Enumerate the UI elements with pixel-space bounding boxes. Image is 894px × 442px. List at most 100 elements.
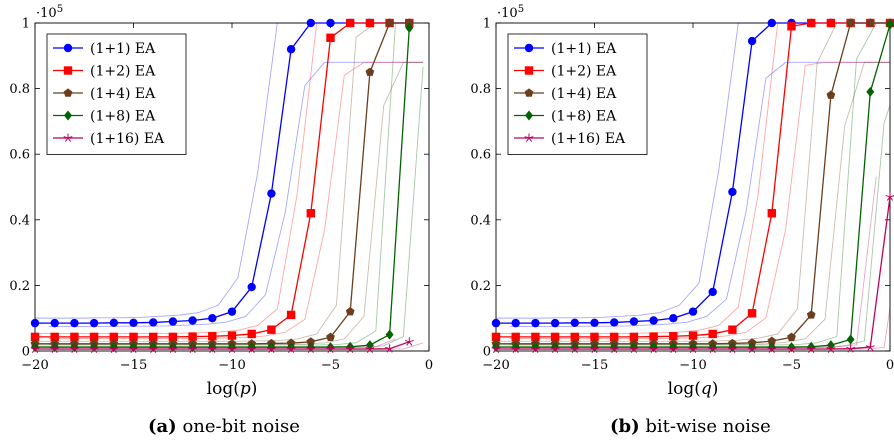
data-point-1 [227, 331, 237, 340]
y-exponent-base: ·10 [497, 6, 518, 21]
caption-a: (a) one-bit noise [148, 416, 300, 437]
legend-label-4: (1+16) EA [551, 131, 626, 147]
data-point-1 [649, 332, 658, 341]
y-tick-label: 0.8 [9, 82, 30, 97]
data-point-4 [609, 344, 619, 353]
data-point-4 [89, 344, 99, 353]
legend-label-0: (1+1) EA [551, 41, 617, 57]
data-point-4 [747, 344, 757, 353]
data-point-3 [385, 329, 394, 340]
data-point-0 [610, 318, 619, 327]
band-2-0 [496, 22, 877, 342]
data-point-4 [727, 344, 737, 353]
data-point-2 [787, 332, 796, 341]
data-point-0 [267, 189, 276, 198]
chart-panel-b: −20 −15 −10 −5 0 0 0.2 0.4 0.6 0.8 1 ·105 log(q) (1+1… [470, 4, 894, 399]
data-point-0 [491, 318, 501, 328]
data-point-4 [30, 344, 40, 353]
y-tick-label: 0.8 [470, 82, 491, 97]
legend-marker-4 [63, 133, 73, 142]
data-point-3 [405, 22, 414, 33]
legend-label-2: (1+4) EA [90, 86, 156, 102]
data-point-4 [109, 344, 119, 353]
y-tick-label: 0.2 [470, 279, 491, 294]
y-tick-label: 1 [22, 17, 30, 32]
data-point-1 [188, 332, 197, 341]
data-point-0 [511, 318, 520, 328]
data-point-1 [346, 18, 355, 28]
data-point-0 [70, 318, 79, 328]
data-point-1 [669, 332, 678, 341]
data-point-0 [227, 307, 237, 316]
caption-b-tag: (b) [610, 416, 640, 437]
caption-a-text: one-bit noise [182, 416, 300, 437]
data-point-0 [149, 318, 158, 327]
x-axis-label: log(p) [207, 379, 258, 399]
data-point-4 [306, 344, 316, 353]
data-point-1 [728, 325, 737, 334]
data-point-4 [865, 342, 875, 351]
caption-a-tag: (a) [148, 416, 177, 437]
data-point-4 [511, 344, 521, 353]
data-point-1 [747, 309, 757, 318]
data-point-4 [148, 344, 158, 353]
data-point-4 [385, 344, 395, 353]
data-point-2 [345, 307, 355, 316]
data-point-1 [208, 332, 217, 341]
data-point-2 [365, 67, 375, 76]
data-point-1 [491, 332, 501, 342]
data-point-0 [326, 18, 335, 28]
y-exponent-power: 5 [57, 4, 63, 15]
data-point-1 [149, 332, 158, 342]
legend-label-1: (1+2) EA [551, 64, 617, 80]
legend-marker-3 [64, 110, 72, 121]
data-point-1 [807, 18, 816, 28]
data-point-1 [826, 18, 836, 28]
data-point-0 [570, 318, 579, 327]
legend-label-4: (1+16) EA [90, 131, 165, 147]
data-point-4 [629, 344, 639, 353]
y-tick-label: 0.4 [9, 213, 30, 228]
data-point-2 [826, 90, 836, 99]
data-point-4 [530, 344, 540, 353]
data-point-4 [846, 344, 856, 353]
data-point-1 [89, 332, 99, 342]
y-tick-label: 0.6 [470, 148, 491, 163]
y-tick-label: 1 [483, 17, 491, 32]
data-point-4 [491, 344, 501, 353]
data-point-4 [404, 337, 414, 346]
data-point-0 [247, 282, 256, 292]
legend-marker-1 [524, 66, 534, 75]
data-point-1 [70, 332, 79, 342]
data-point-0 [747, 36, 757, 46]
data-point-1 [267, 325, 276, 334]
data-point-1 [708, 329, 717, 339]
data-point-1 [688, 331, 698, 340]
data-point-4 [550, 344, 560, 353]
data-point-1 [247, 329, 256, 339]
data-point-4 [668, 344, 678, 353]
y-tick-label: 0 [483, 345, 491, 360]
data-point-4 [345, 344, 355, 353]
data-point-1 [610, 332, 619, 342]
data-point-1 [326, 33, 335, 42]
x-tick-label: 0 [886, 358, 894, 373]
data-point-4 [649, 344, 659, 353]
data-point-3 [886, 19, 894, 30]
legend-label-3: (1+8) EA [90, 109, 156, 125]
data-point-2 [865, 18, 875, 27]
legend-marker-3 [525, 110, 533, 121]
legend-marker-1 [63, 66, 73, 75]
data-point-4 [326, 344, 335, 353]
y-exponent-power: 5 [518, 4, 524, 15]
x-tick-label: −5 [782, 358, 801, 373]
data-point-0 [649, 316, 658, 325]
series-line-4 [35, 341, 410, 350]
band-4-0 [496, 176, 877, 348]
data-point-0 [669, 314, 678, 323]
data-point-4 [708, 344, 718, 353]
legend-marker-2 [524, 88, 534, 97]
data-point-4 [688, 344, 698, 353]
y-exponent-label: ·105 [497, 4, 524, 21]
data-point-0 [629, 317, 639, 326]
